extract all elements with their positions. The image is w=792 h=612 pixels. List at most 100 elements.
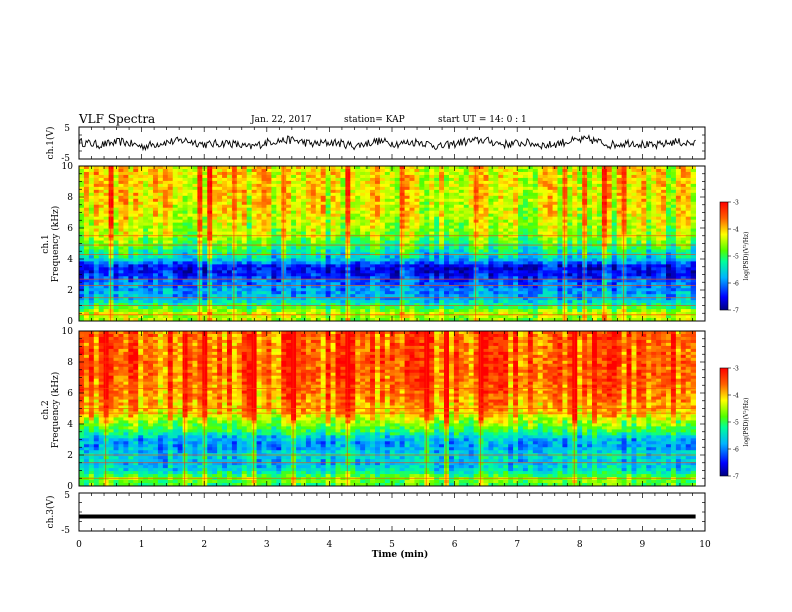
spectrogram-cell xyxy=(661,261,667,265)
spectrogram-cell xyxy=(108,216,114,221)
spectrogram-cell xyxy=(79,240,85,244)
spectrogram-cell xyxy=(503,225,509,229)
spectrogram-cell xyxy=(670,180,677,185)
spectrogram-cell xyxy=(419,270,425,274)
spectrogram-cell xyxy=(414,195,420,200)
spectrogram-cell xyxy=(670,228,677,232)
spectrogram-cell xyxy=(547,249,553,253)
spectrogram-cell xyxy=(409,261,415,265)
spectrogram-cell xyxy=(458,177,465,182)
spectrogram-cell xyxy=(404,267,410,271)
spectrogram-cell xyxy=(453,216,460,221)
spectrogram-cell xyxy=(621,240,627,244)
spectrogram-cell xyxy=(582,207,588,212)
spectrogram-cell xyxy=(498,210,504,215)
spectrogram-cell xyxy=(143,270,149,274)
spectrogram-cell xyxy=(355,180,361,185)
spectrogram-cell xyxy=(152,216,159,221)
spectrogram-cell xyxy=(182,198,188,203)
spectrogram-cell xyxy=(468,264,475,268)
spectrogram-cell xyxy=(458,207,465,212)
spectrogram-cell xyxy=(291,189,297,194)
spectrogram-cell xyxy=(133,180,139,185)
spectrogram-cell xyxy=(379,225,386,229)
spectrogram-cell xyxy=(152,207,159,212)
spectrogram-cell xyxy=(473,213,479,218)
spectrogram-cell xyxy=(547,192,553,197)
spectrogram-cell xyxy=(473,225,479,229)
spectrogram-cell xyxy=(310,171,317,176)
spectrogram-cell xyxy=(424,177,430,182)
spectrogram-cell xyxy=(434,261,440,265)
spectrogram-cell xyxy=(138,171,144,176)
spectrogram-cell xyxy=(187,189,193,194)
spectrogram-cell xyxy=(537,231,544,235)
spectrogram-cell xyxy=(582,273,588,277)
spectrogram-cell xyxy=(527,210,534,215)
spectrogram-cell xyxy=(256,210,262,215)
spectrogram-cell xyxy=(453,177,460,182)
spectrogram-cell xyxy=(123,222,129,227)
spectrogram-cell xyxy=(577,213,583,218)
spectrogram-cell xyxy=(675,279,682,283)
spectrogram-cell xyxy=(103,189,109,194)
spectrogram-cell xyxy=(182,204,188,209)
spectrogram-cell xyxy=(532,267,539,271)
spectrogram-cell xyxy=(291,171,297,176)
spectrogram-cell xyxy=(527,201,534,206)
spectrogram-cell xyxy=(547,237,553,241)
spectrogram-cell xyxy=(572,261,578,265)
spectrogram-cell xyxy=(384,240,391,244)
spectrogram-cell xyxy=(631,195,637,200)
spectrogram-cell xyxy=(325,261,331,265)
spectrogram-cell xyxy=(350,210,356,215)
spectrogram-cell xyxy=(537,216,544,221)
spectrogram-cell xyxy=(651,180,657,185)
spectrogram-cell xyxy=(226,171,233,176)
spectrogram-cell xyxy=(641,192,647,197)
spectrogram-cell xyxy=(572,267,578,271)
spectrogram-cell xyxy=(226,213,233,218)
spectrogram-cell xyxy=(666,222,672,227)
spectrogram-cell xyxy=(231,234,238,238)
spectrogram-cell xyxy=(503,261,509,265)
spectrogram-cell xyxy=(399,204,405,209)
spectrogram-cell xyxy=(518,186,524,191)
spectrogram-cell xyxy=(236,237,243,241)
spectrogram-cell xyxy=(315,258,322,262)
spectrogram-cell xyxy=(310,258,317,262)
spectrogram-cell xyxy=(557,180,563,185)
spectrogram-cell xyxy=(281,207,287,212)
spectrogram-cell xyxy=(468,207,475,212)
spectrogram-cell xyxy=(513,228,519,232)
spectrogram-cell xyxy=(271,174,277,179)
spectrogram-cell xyxy=(320,183,327,188)
spectrogram-cell xyxy=(360,171,366,176)
spectrogram-cell xyxy=(572,207,578,212)
spectrogram-cell xyxy=(197,279,203,283)
spectrogram-cell xyxy=(296,168,302,173)
spectrogram-cell xyxy=(226,192,233,197)
spectrogram-cell xyxy=(611,192,618,197)
spectrogram-cell xyxy=(315,237,322,241)
spectrogram-cell xyxy=(567,186,573,191)
spectrogram-cell xyxy=(167,174,174,179)
spectrogram-cell xyxy=(429,219,435,224)
spectrogram-cell xyxy=(167,189,174,194)
spectrogram-cell xyxy=(606,249,613,253)
spectrogram-cell xyxy=(128,198,134,203)
spectrogram-cell xyxy=(429,180,435,185)
spectrogram-cell xyxy=(310,249,317,253)
spectrogram-cell xyxy=(424,213,430,218)
spectrogram-cell xyxy=(123,166,129,170)
spectrogram-cell xyxy=(527,258,534,262)
spectrogram-cell xyxy=(557,234,563,238)
spectrogram-cell xyxy=(394,195,401,200)
spectrogram-cell xyxy=(98,177,105,182)
spectrogram-cell xyxy=(177,207,183,212)
spectrogram-cell xyxy=(266,222,272,227)
spectrogram-cell xyxy=(79,234,85,238)
spectrogram-cell xyxy=(305,213,312,218)
spectrogram-cell xyxy=(690,183,697,188)
spectrogram-cell xyxy=(305,192,312,197)
